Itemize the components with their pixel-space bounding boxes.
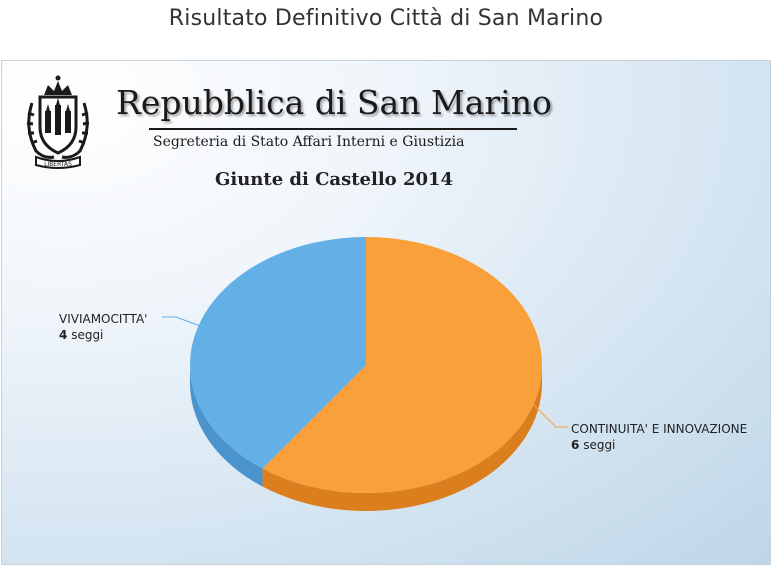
slice-value: 4 [59, 328, 68, 342]
header-title: Repubblica di San Marino [116, 83, 552, 122]
slice-name: VIVIAMOCITTA' [59, 312, 148, 326]
header-subtitle: Segreteria di Stato Affari Interni e Giu… [153, 134, 465, 150]
pie-slice-side [190, 365, 263, 487]
slice-label-continuita: CONTINUITA' E INNOVAZIONE 6 seggi [571, 421, 747, 453]
slice-value: 6 [571, 438, 580, 452]
pie-slice[interactable] [190, 237, 366, 469]
header-divider [149, 128, 517, 130]
slice-unit: seggi [583, 438, 616, 452]
pie-chart [162, 236, 568, 511]
pie-slice[interactable] [262, 236, 543, 493]
svg-text:LIBERTAS: LIBERTAS [44, 161, 72, 168]
chart-panel: LIBERTAS Repubblica di San Marino Segret… [1, 60, 771, 565]
leader-line [533, 404, 568, 428]
leader-line [162, 316, 199, 326]
slice-unit: seggi [71, 328, 104, 342]
coat-of-arms-icon: LIBERTAS [26, 75, 90, 169]
header-caption: Giunte di Castello 2014 [215, 169, 454, 190]
pie-slice-side [262, 365, 542, 511]
slice-name: CONTINUITA' E INNOVAZIONE [571, 422, 748, 436]
page-title: Risultato Definitivo Città di San Marino [168, 6, 604, 31]
slice-label-viviamocitta: VIVIAMOCITTA' 4 seggi [59, 311, 147, 343]
